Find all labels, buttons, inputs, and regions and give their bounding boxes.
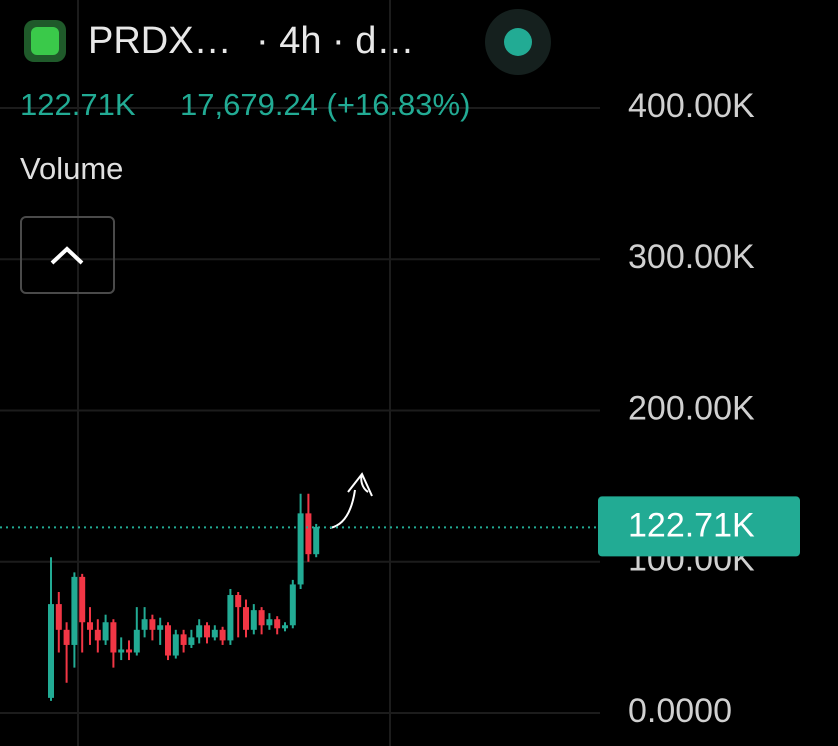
candle-body bbox=[94, 629, 101, 641]
candle-body bbox=[63, 629, 70, 645]
y-tick-label: 400.00K bbox=[628, 87, 755, 125]
indicator-label: Volume bbox=[20, 151, 123, 186]
candle-body bbox=[235, 595, 242, 608]
candle-body bbox=[211, 629, 218, 638]
candles bbox=[48, 493, 320, 701]
candle-body bbox=[172, 634, 179, 656]
candle-body bbox=[180, 634, 187, 645]
candle-body bbox=[118, 649, 125, 653]
hand-drawn-arrow bbox=[329, 472, 373, 529]
candle-body bbox=[243, 607, 249, 630]
y-tick-label: 300.00K bbox=[628, 238, 755, 276]
collapse-button[interactable] bbox=[20, 216, 115, 294]
candle-body bbox=[157, 625, 164, 630]
candle-body bbox=[219, 629, 226, 641]
candle-body bbox=[149, 619, 156, 630]
candle-body bbox=[282, 625, 288, 629]
candle-body bbox=[250, 610, 257, 630]
candle-body bbox=[188, 637, 195, 645]
candle-body bbox=[165, 625, 171, 656]
last-value: 122.71K bbox=[20, 87, 136, 122]
candle-body bbox=[71, 576, 78, 645]
candle-body bbox=[48, 604, 54, 698]
candle-body bbox=[313, 526, 320, 555]
interval: · 4h · d… bbox=[256, 20, 414, 62]
candle-body bbox=[258, 610, 265, 626]
candle-body bbox=[297, 513, 304, 585]
candle-body bbox=[133, 629, 140, 653]
candle-body bbox=[266, 619, 273, 626]
candle-body bbox=[289, 584, 296, 626]
candle-body bbox=[141, 619, 148, 630]
status-dot[interactable] bbox=[504, 28, 532, 56]
candle-body bbox=[55, 604, 62, 630]
candle-body bbox=[305, 513, 312, 555]
y-tick-label: 200.00K bbox=[628, 389, 755, 427]
candle-body bbox=[196, 625, 203, 638]
change: 17,679.24 (+16.83%) bbox=[180, 87, 470, 122]
candle-body bbox=[79, 576, 86, 623]
symbol: PRDX… bbox=[88, 20, 232, 62]
candle-body bbox=[274, 619, 281, 629]
y-tick-label: 0.0000 bbox=[628, 692, 732, 730]
last-price-badge bbox=[598, 496, 800, 557]
chevron-up bbox=[50, 246, 84, 265]
logo bbox=[31, 27, 59, 55]
candle-body bbox=[126, 649, 132, 653]
candle-body bbox=[110, 622, 117, 653]
candle-body bbox=[87, 622, 93, 630]
candle-body bbox=[102, 622, 109, 641]
candle-body bbox=[227, 595, 234, 641]
candle-body bbox=[204, 625, 210, 638]
last-price-label: 122.71K bbox=[628, 506, 755, 544]
